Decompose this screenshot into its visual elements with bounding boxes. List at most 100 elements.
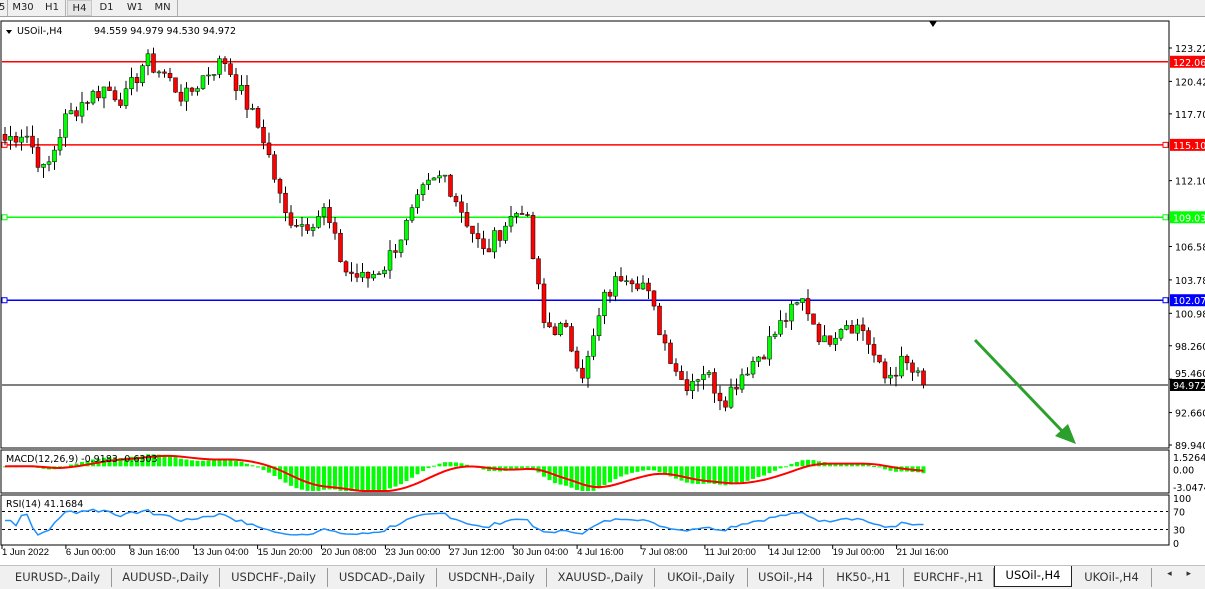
level-price-tag <box>1170 138 1205 151</box>
macd-histogram-bar <box>608 466 612 483</box>
bear-candle <box>134 77 140 83</box>
bear-candle <box>453 196 459 203</box>
tab-eurusd-daily[interactable]: EURUSD-,Daily <box>4 568 112 587</box>
macd-histogram-bar <box>173 457 178 467</box>
bull-candle <box>514 213 519 217</box>
macd-histogram-bar <box>311 466 315 491</box>
tab-ukoil-daily[interactable]: UKOil-,Daily <box>655 568 748 587</box>
bear-candle <box>580 367 585 379</box>
tab-usdchf-daily[interactable]: USDCHF-,Daily <box>220 568 328 587</box>
bear-candle <box>877 354 882 363</box>
tab-usoil-h4-active[interactable]: USOil-,H4 <box>994 566 1072 587</box>
bull-candle <box>409 207 415 221</box>
bear-candle <box>910 362 915 373</box>
macd-histogram-bar <box>723 466 728 486</box>
time-tick-label: 27 Jun 12:00 <box>449 547 504 558</box>
macd-histogram-bar <box>129 456 134 467</box>
macd-histogram-bar <box>223 459 227 467</box>
bear-candle <box>723 400 728 408</box>
bull-candle <box>398 239 404 253</box>
macd-histogram-bar <box>212 460 216 467</box>
time-tick-label: 6 Jun 00:00 <box>66 547 116 558</box>
macd-histogram-bar <box>118 457 123 467</box>
tab-usoil-h4[interactable]: USOil-,H4 <box>748 568 824 587</box>
macd-histogram-bar <box>718 466 722 485</box>
bear-candle <box>475 233 481 240</box>
bear-candle <box>365 272 371 279</box>
bull-candle <box>426 179 431 185</box>
bull-candle <box>299 224 305 227</box>
bear-candle <box>327 207 332 223</box>
bear-candle <box>470 225 475 234</box>
tab-scroll-arrows[interactable]: ◂ ▸ <box>1167 569 1197 579</box>
bull-candle <box>316 216 321 228</box>
chart-shift-marker-icon[interactable] <box>929 21 937 27</box>
bear-candle <box>717 392 723 402</box>
timeframe-w1-button[interactable]: W1 <box>126 2 144 13</box>
price-tick-label: 123.220 <box>1175 44 1205 55</box>
level-anchor-handle <box>1162 141 1169 148</box>
time-tick-label: 21 Jul 16:00 <box>897 547 949 558</box>
tab-xauusd-daily[interactable]: XAUUSD-,Daily <box>547 568 655 587</box>
bear-candle <box>332 222 338 234</box>
bull-candle <box>68 110 74 115</box>
macd-histogram-bar <box>652 466 656 471</box>
bull-candle <box>46 161 52 165</box>
macd-histogram-bar <box>201 460 205 467</box>
tab-hk50-h1[interactable]: HK50-,H1 <box>824 568 904 587</box>
bear-candle <box>112 90 118 101</box>
bear-candle <box>178 91 184 102</box>
timeframe-mn-button[interactable]: MN <box>154 2 171 13</box>
macd-histogram-bar <box>707 466 711 484</box>
bear-candle <box>668 342 673 364</box>
timeframe-m30-button[interactable]: M30 <box>12 2 34 13</box>
macd-histogram-bar <box>443 462 447 467</box>
macd-histogram-bar <box>283 466 288 483</box>
tab-ukoil-h4[interactable]: UKOil-,H4 <box>1072 568 1152 587</box>
tab-usdcnh-daily[interactable]: USDCNH-,Daily <box>437 568 547 587</box>
bear-candle <box>343 261 349 273</box>
tab-eurchf-h1[interactable]: EURCHF-,H1 <box>904 568 994 587</box>
timeframe-d1-button[interactable]: D1 <box>99 2 114 13</box>
bull-candle <box>101 86 107 99</box>
macd-histogram-bar <box>811 460 816 467</box>
macd-histogram-bar <box>630 466 634 473</box>
tab-usdcad-daily[interactable]: USDCAD-,Daily <box>328 568 437 587</box>
timeframe-m15-button[interactable]: 5 <box>0 2 6 13</box>
timeframe-h4-button[interactable]: H4 <box>67 0 92 16</box>
bear-candle <box>635 283 640 290</box>
bear-candle <box>486 248 492 253</box>
bull-candle <box>63 113 68 138</box>
price-tick-label: 117.700 <box>1175 110 1205 121</box>
macd-histogram-bar <box>69 464 73 467</box>
price-tick-label: 98.260 <box>1175 342 1205 353</box>
macd-histogram-bar <box>789 463 794 467</box>
bull-candle <box>701 374 706 380</box>
timeframe-h1-button[interactable]: H1 <box>45 2 59 13</box>
macd-histogram-bar <box>514 466 519 469</box>
bull-candle <box>8 136 13 141</box>
rsi-panel <box>0 494 1170 546</box>
tab-audusd-daily[interactable]: AUDUSD-,Daily <box>112 568 220 587</box>
bear-candle <box>85 102 90 104</box>
macd-histogram-bar <box>399 466 403 485</box>
bear-candle <box>893 374 899 377</box>
main-price-panel <box>0 20 1170 449</box>
macd-histogram-bar <box>795 461 799 467</box>
collapse-triangle-icon[interactable] <box>6 30 12 34</box>
bull-candle <box>750 361 756 375</box>
macd-histogram-bar <box>734 466 739 484</box>
macd-histogram-bar <box>696 466 700 484</box>
bull-candle <box>382 269 387 274</box>
macd-histogram-bar <box>635 466 640 472</box>
macd-histogram-bar <box>124 457 128 467</box>
bear-candle <box>272 154 277 180</box>
bear-candle <box>563 323 569 327</box>
bull-candle <box>129 77 134 90</box>
bear-candle <box>233 74 239 91</box>
macd-histogram-bar <box>586 466 590 491</box>
macd-histogram-bar <box>663 466 667 474</box>
macd-histogram-bar <box>195 460 200 467</box>
bull-candle <box>239 85 244 91</box>
